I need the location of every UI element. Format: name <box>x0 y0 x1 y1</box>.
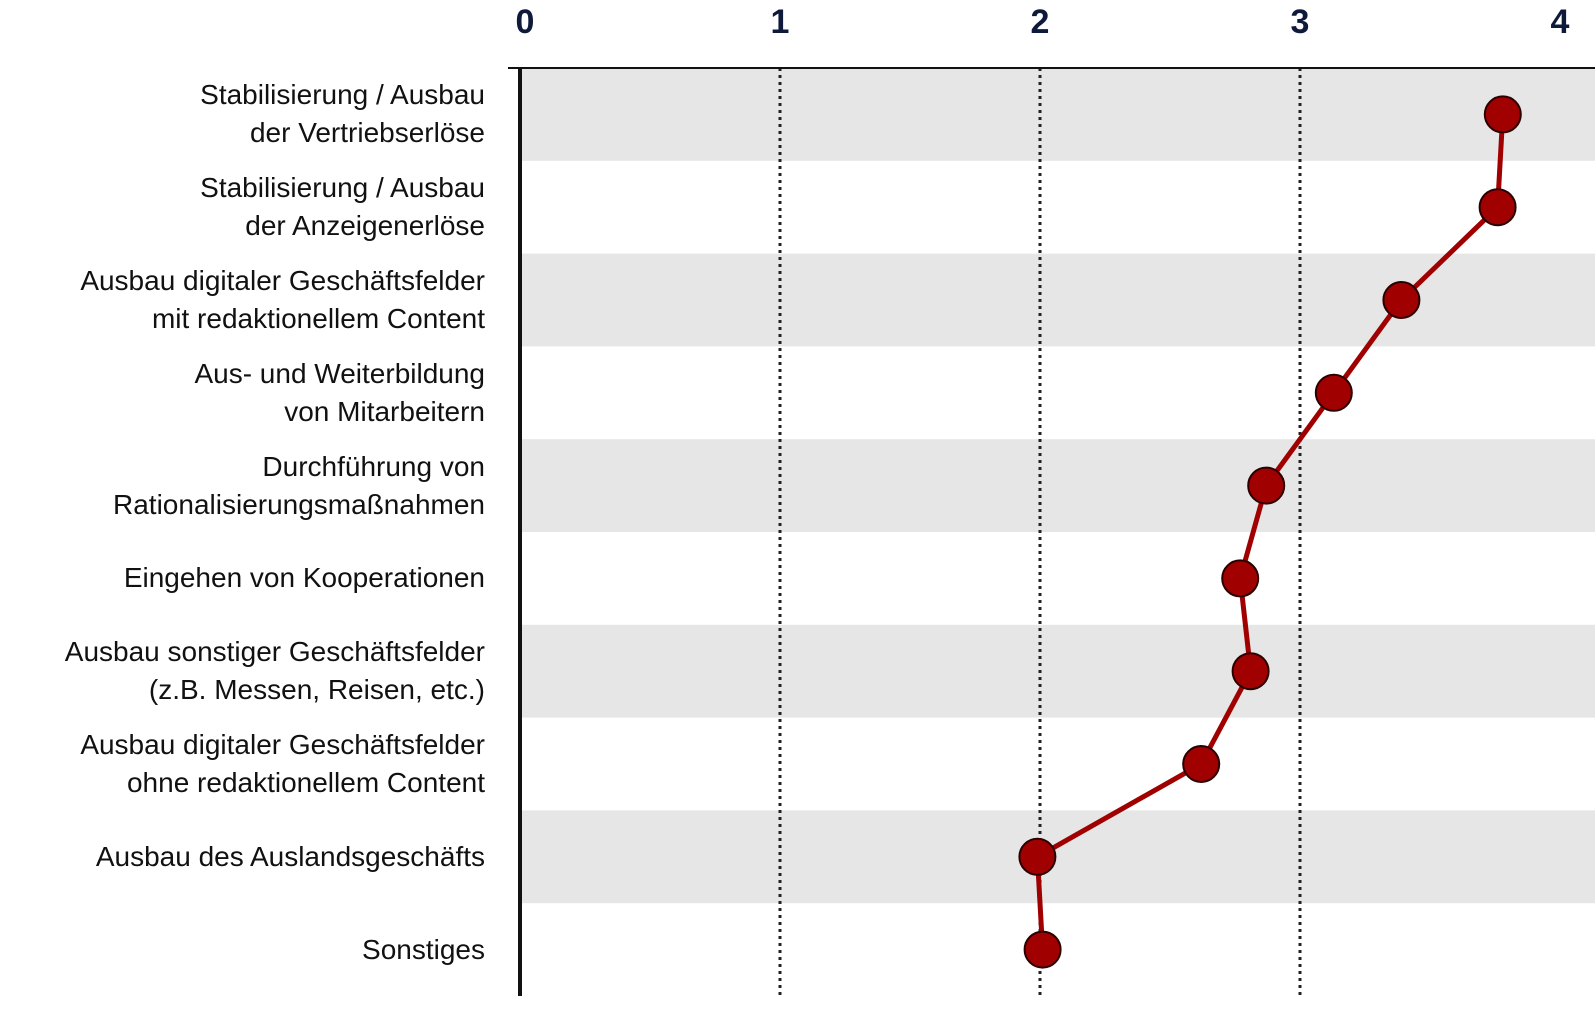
dot <box>1018 837 1057 876</box>
category-label: Sonstiges <box>362 933 485 965</box>
row-band <box>520 439 1595 532</box>
dot <box>1221 559 1260 598</box>
category-label: Stabilisierung / Ausbau der Vertriebserl… <box>200 79 485 149</box>
dot <box>1231 652 1270 691</box>
dot <box>1314 373 1353 412</box>
category-label: Stabilisierung / Ausbau der Anzeigenerlö… <box>200 172 485 242</box>
x-tick-label: 1 <box>771 3 790 41</box>
dot <box>1478 188 1517 227</box>
category-label: Durchführung von Rationalisierungsmaßnah… <box>113 450 485 520</box>
row-band <box>520 624 1595 718</box>
x-tick-label: 2 <box>1031 3 1050 41</box>
dot <box>1483 95 1522 134</box>
dot <box>1382 281 1421 319</box>
category-label: Ausbau digitaler Geschäftsfelder mit red… <box>80 265 485 334</box>
category-label: Eingehen von Kooperationen <box>123 562 485 594</box>
dot <box>1247 466 1286 505</box>
category-label: Ausbau sonstiger Geschäftsfelder (z.B. M… <box>64 636 485 706</box>
x-tick-label: 0 <box>516 3 535 41</box>
row-band <box>520 68 1595 161</box>
x-tick-label: 3 <box>1291 3 1310 41</box>
dot <box>1023 930 1062 969</box>
line <box>1034 114 1506 950</box>
row-band <box>520 810 1595 904</box>
category-label: Ausbau digitaler Geschäftsfelder ohne re… <box>80 729 485 798</box>
category-label: Ausbau des Auslandsgeschäfts <box>95 840 485 872</box>
dot <box>1182 745 1221 783</box>
x-tick-label: 4 <box>1551 3 1570 41</box>
category-label: Aus- und Weiterbildung von Mitarbeitern <box>194 357 485 427</box>
